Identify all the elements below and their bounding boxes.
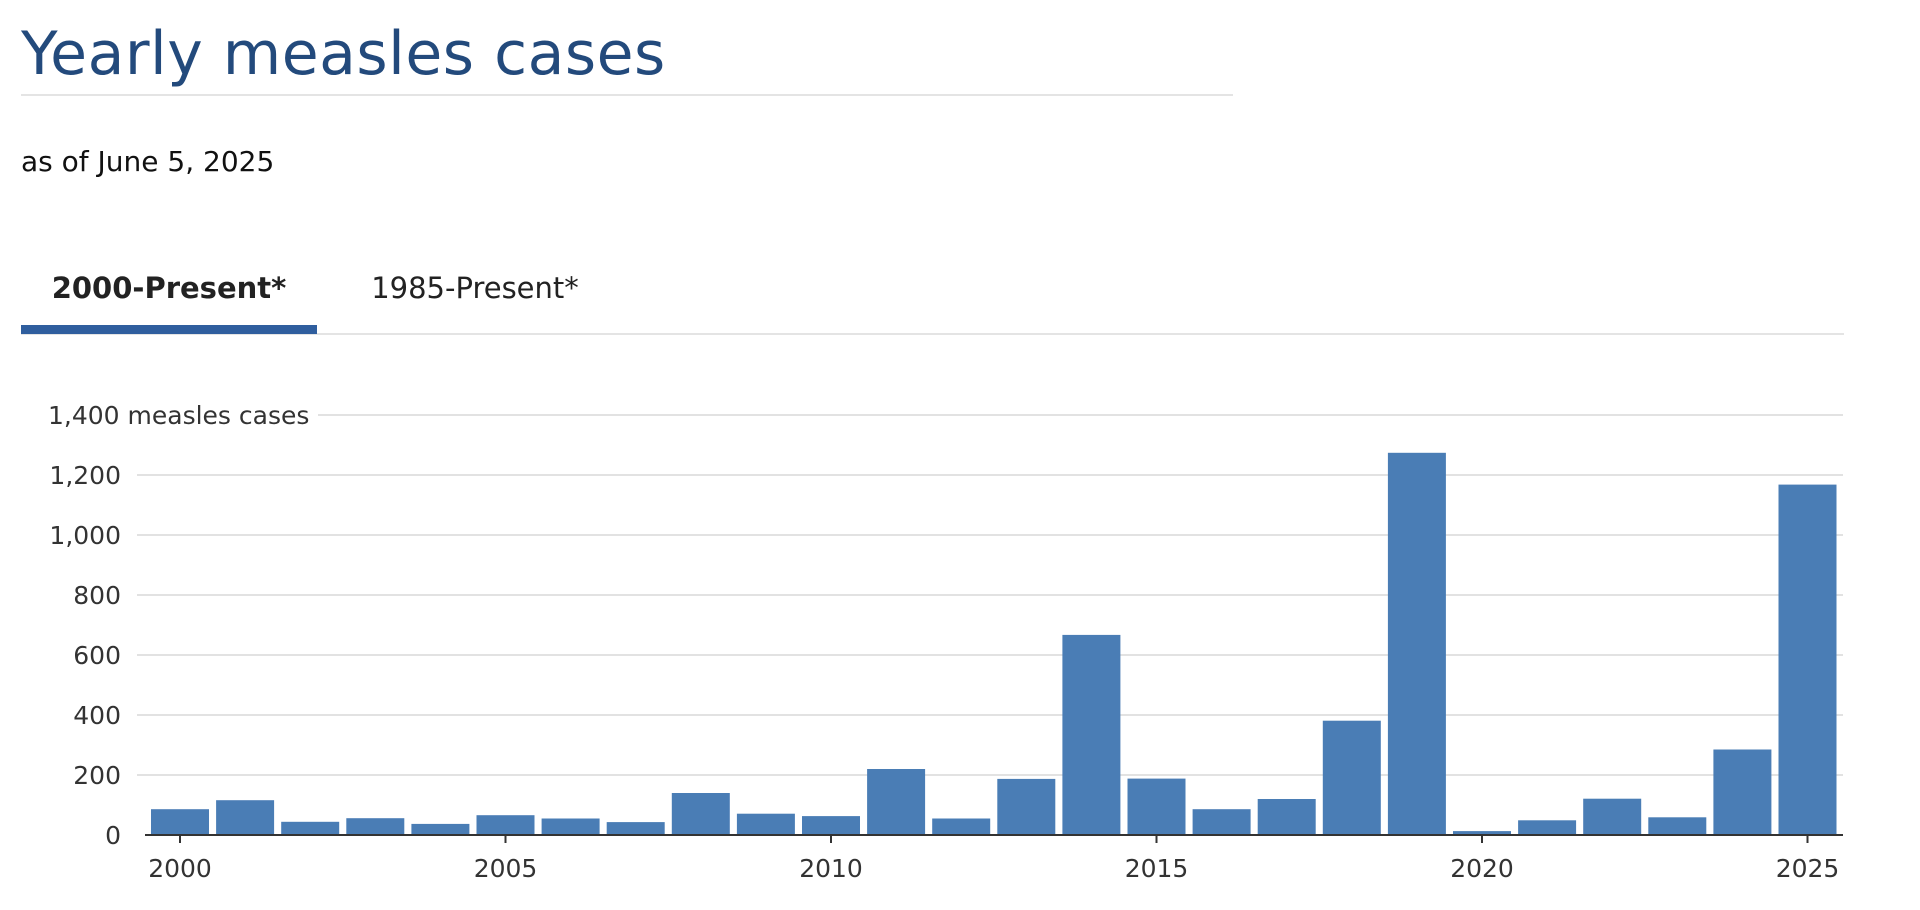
tab-2000-present[interactable]: 2000-Present* <box>21 255 317 334</box>
bar-2016[interactable] <box>1192 809 1251 835</box>
bar-2002[interactable] <box>281 821 340 835</box>
bar-2013[interactable] <box>997 778 1056 835</box>
tab-2000-present-label: 2000-Present* <box>51 271 287 305</box>
bar-2008[interactable] <box>671 793 730 835</box>
bar-2007[interactable] <box>606 822 665 835</box>
bar-2024[interactable] <box>1713 749 1772 836</box>
x-tick-label: 2015 <box>1125 854 1189 883</box>
x-tick-label: 2025 <box>1776 854 1840 883</box>
y-tick-label: 1,000 <box>49 521 121 550</box>
bar-2020[interactable] <box>1453 831 1511 835</box>
y-axis-ticks: 0 200 400 600 800 1,000 1,200 1,400 measles cas… <box>48 401 309 850</box>
bar-2012[interactable] <box>932 818 991 836</box>
bar-2003[interactable] <box>346 818 405 835</box>
x-tick-label: 2000 <box>148 854 212 883</box>
bar-2015[interactable] <box>1127 778 1186 835</box>
bar-2022[interactable] <box>1583 798 1642 835</box>
tab-1985-present[interactable]: 1985-Present* <box>347 255 603 333</box>
bar-2021[interactable] <box>1518 820 1577 835</box>
bar-2010[interactable] <box>802 816 860 835</box>
bar-2014[interactable] <box>1062 634 1121 835</box>
tab-1985-present-label: 1985-Present* <box>371 271 579 305</box>
y-tick-label: 200 <box>73 761 121 790</box>
bar-2018[interactable] <box>1322 720 1381 835</box>
bar-2000[interactable] <box>151 809 209 835</box>
bars <box>151 452 1837 836</box>
range-tabs: 2000-Present* 1985-Present* <box>21 255 1844 335</box>
bar-2004[interactable] <box>411 823 470 835</box>
active-tab-indicator <box>21 325 317 334</box>
y-tick-label: 400 <box>73 701 121 730</box>
bar-2017[interactable] <box>1257 799 1316 835</box>
bar-2005[interactable] <box>476 815 535 835</box>
y-tick-label: 800 <box>73 581 121 610</box>
tabs-divider <box>21 333 1844 335</box>
x-tick-label: 2020 <box>1450 854 1514 883</box>
y-tick-label: 600 <box>73 641 121 670</box>
bar-2011[interactable] <box>867 769 926 835</box>
bar-2006[interactable] <box>541 818 600 836</box>
bar-2009[interactable] <box>736 813 795 835</box>
y-tick-label: 1,400 measles cases <box>48 401 309 430</box>
as-of-date: as of June 5, 2025 <box>21 145 275 178</box>
page-title: Yearly measles cases <box>21 19 666 89</box>
y-tick-label: 0 <box>105 821 121 850</box>
x-tick-label: 2005 <box>474 854 538 883</box>
bar-2025[interactable] <box>1778 484 1837 835</box>
chart-area: 0 200 400 600 800 1,000 1,200 1,400 measles cas… <box>0 380 1920 905</box>
y-tick-label: 1,200 <box>49 461 121 490</box>
title-divider <box>21 94 1233 96</box>
bar-2019[interactable] <box>1387 452 1446 835</box>
gridlines <box>137 414 1843 776</box>
bar-2023[interactable] <box>1648 817 1707 835</box>
x-axis-ticks: 2000 2005 2010 2015 2020 2025 <box>148 835 1839 883</box>
x-tick-label: 2010 <box>799 854 863 883</box>
bar-2001[interactable] <box>216 800 275 835</box>
measles-bar-chart: 0 200 400 600 800 1,000 1,200 1,400 measles cas… <box>48 401 1843 883</box>
